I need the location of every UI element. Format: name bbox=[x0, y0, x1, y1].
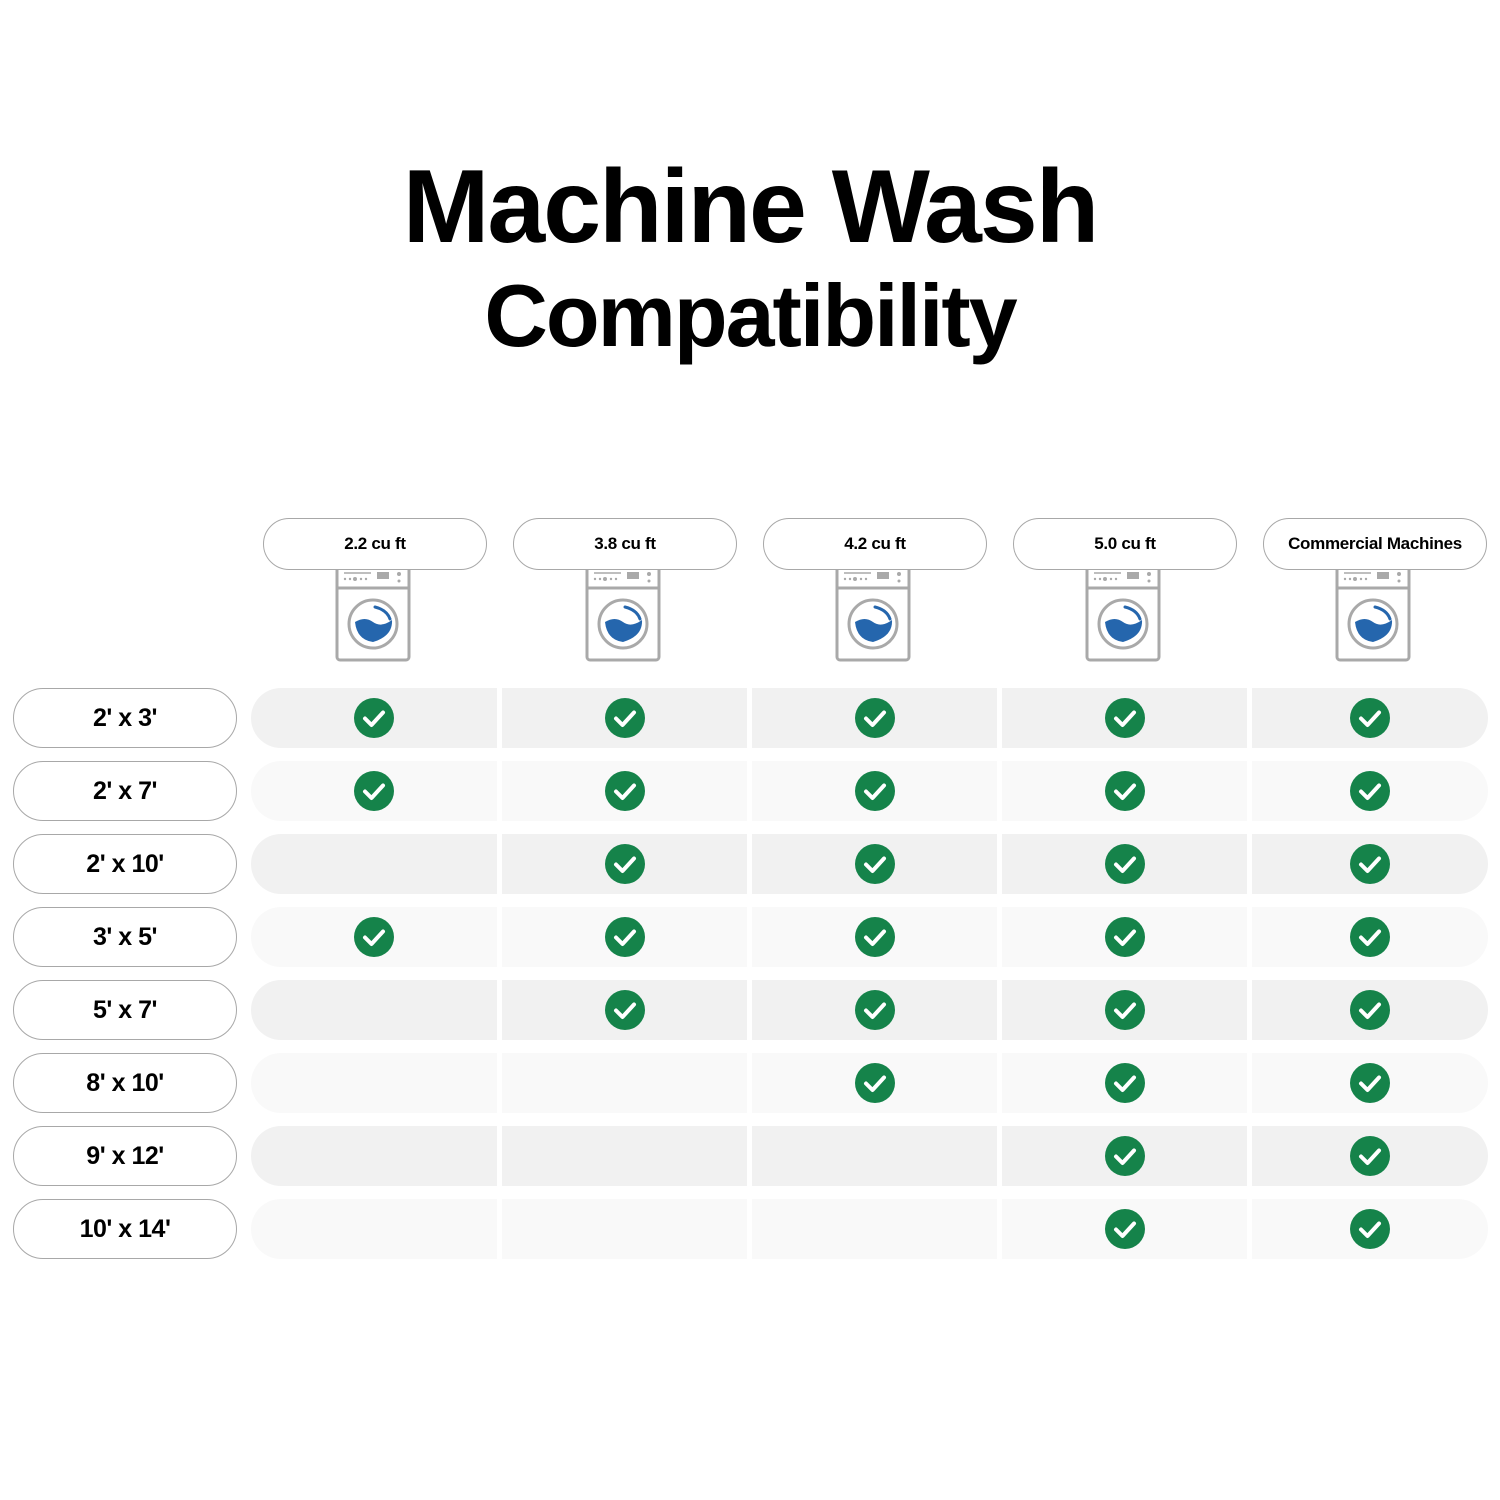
check-icon bbox=[604, 917, 645, 957]
cell-compatible bbox=[502, 907, 747, 967]
check-icon bbox=[1350, 1209, 1390, 1249]
check-icon bbox=[604, 990, 645, 1030]
cell-compatible bbox=[1252, 1053, 1488, 1113]
row-label: 2' x 7' bbox=[13, 761, 237, 821]
cell-compatible bbox=[752, 907, 997, 967]
cell-compatible bbox=[1252, 907, 1488, 967]
check-icon bbox=[1104, 698, 1145, 738]
check-icon bbox=[604, 771, 645, 811]
cell-not-compatible bbox=[251, 1053, 497, 1113]
cell-compatible bbox=[1002, 1053, 1247, 1113]
cell-compatible bbox=[502, 834, 747, 894]
column-header: 3.8 cu ft bbox=[513, 518, 737, 666]
cell-not-compatible bbox=[502, 1126, 747, 1186]
cell-not-compatible bbox=[502, 1199, 747, 1259]
check-icon bbox=[854, 990, 895, 1030]
washing-machine-icon bbox=[335, 564, 411, 662]
check-icon bbox=[854, 1063, 895, 1103]
cell-compatible bbox=[1252, 688, 1488, 748]
check-icon bbox=[1104, 844, 1145, 884]
cell-compatible bbox=[752, 834, 997, 894]
washing-machine-icon bbox=[1085, 564, 1161, 662]
column-header: 2.2 cu ft bbox=[263, 518, 487, 666]
check-icon bbox=[1104, 990, 1145, 1030]
column-header: 4.2 cu ft bbox=[763, 518, 987, 666]
check-icon bbox=[1350, 844, 1390, 884]
check-icon bbox=[1104, 1136, 1145, 1176]
washing-machine-icon bbox=[1335, 564, 1411, 662]
check-icon bbox=[1350, 698, 1390, 738]
column-label: Commercial Machines bbox=[1263, 518, 1487, 570]
cell-not-compatible bbox=[502, 1053, 747, 1113]
check-icon bbox=[1350, 1136, 1390, 1176]
title-line-2: Compatibility bbox=[484, 266, 1017, 365]
check-icon bbox=[604, 698, 645, 738]
column-header: 5.0 cu ft bbox=[1013, 518, 1237, 666]
row-label: 2' x 10' bbox=[13, 834, 237, 894]
check-icon bbox=[854, 844, 895, 884]
check-icon bbox=[354, 917, 394, 957]
cell-compatible bbox=[251, 688, 497, 748]
cell-compatible bbox=[1002, 1199, 1247, 1259]
check-icon bbox=[854, 698, 895, 738]
check-icon bbox=[1104, 771, 1145, 811]
cell-compatible bbox=[1002, 834, 1247, 894]
cell-compatible bbox=[502, 688, 747, 748]
cell-not-compatible bbox=[251, 1199, 497, 1259]
cell-compatible bbox=[1002, 980, 1247, 1040]
washing-machine-icon bbox=[835, 564, 911, 662]
cell-compatible bbox=[1252, 834, 1488, 894]
washing-machine-icon bbox=[585, 564, 661, 662]
cell-compatible bbox=[752, 761, 997, 821]
column-header: Commercial Machines bbox=[1263, 518, 1487, 666]
check-icon bbox=[1350, 771, 1390, 811]
cell-not-compatible bbox=[251, 980, 497, 1040]
check-icon bbox=[604, 844, 645, 884]
cell-not-compatible bbox=[752, 1126, 997, 1186]
check-icon bbox=[354, 698, 394, 738]
column-label: 4.2 cu ft bbox=[763, 518, 987, 570]
column-label: 5.0 cu ft bbox=[1013, 518, 1237, 570]
check-icon bbox=[854, 771, 895, 811]
check-icon bbox=[1350, 917, 1390, 957]
cell-compatible bbox=[502, 761, 747, 821]
check-icon bbox=[1104, 1209, 1145, 1249]
cell-compatible bbox=[1002, 761, 1247, 821]
check-icon bbox=[354, 771, 394, 811]
row-label: 10' x 14' bbox=[13, 1199, 237, 1259]
check-icon bbox=[1104, 1063, 1145, 1103]
cell-compatible bbox=[1252, 1199, 1488, 1259]
cell-compatible bbox=[752, 688, 997, 748]
check-icon bbox=[1104, 917, 1145, 957]
cell-compatible bbox=[1252, 761, 1488, 821]
cell-not-compatible bbox=[251, 1126, 497, 1186]
column-label: 3.8 cu ft bbox=[513, 518, 737, 570]
cell-compatible bbox=[1002, 688, 1247, 748]
row-label: 3' x 5' bbox=[13, 907, 237, 967]
cell-compatible bbox=[752, 1053, 997, 1113]
title-line-1: Machine Wash bbox=[402, 149, 1100, 265]
cell-compatible bbox=[251, 761, 497, 821]
cell-not-compatible bbox=[251, 834, 497, 894]
cell-compatible bbox=[752, 980, 997, 1040]
check-icon bbox=[1350, 990, 1390, 1030]
row-label: 5' x 7' bbox=[13, 980, 237, 1040]
cell-compatible bbox=[1002, 1126, 1247, 1186]
row-label: 8' x 10' bbox=[13, 1053, 237, 1113]
cell-compatible bbox=[251, 907, 497, 967]
cell-compatible bbox=[1252, 1126, 1488, 1186]
check-icon bbox=[854, 917, 895, 957]
check-icon bbox=[1350, 1063, 1390, 1103]
row-label: 9' x 12' bbox=[13, 1126, 237, 1186]
column-label: 2.2 cu ft bbox=[263, 518, 487, 570]
cell-compatible bbox=[1252, 980, 1488, 1040]
cell-compatible bbox=[1002, 907, 1247, 967]
cell-not-compatible bbox=[752, 1199, 997, 1259]
cell-compatible bbox=[502, 980, 747, 1040]
row-label: 2' x 3' bbox=[13, 688, 237, 748]
